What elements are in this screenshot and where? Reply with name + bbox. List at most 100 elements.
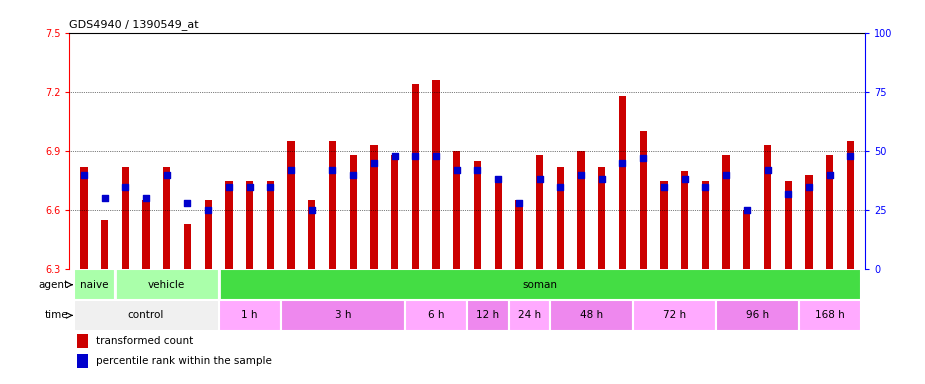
Text: transformed count: transformed count [95,336,193,346]
Bar [391,155,399,270]
Bar [246,180,253,270]
Point [201,207,216,213]
Bar [681,171,688,270]
Text: 1 h: 1 h [241,310,258,320]
Bar [467,300,509,331]
Bar [405,300,467,331]
Point [117,184,132,190]
Text: 6 h: 6 h [427,310,444,320]
Text: 168 h: 168 h [815,310,845,320]
Bar [515,200,523,270]
Text: percentile rank within the sample: percentile rank within the sample [95,356,272,366]
Text: naive: naive [80,280,108,290]
Point [595,176,610,182]
Bar [743,210,750,270]
Point [574,172,588,178]
Point [739,207,754,213]
Bar [764,145,771,270]
Text: 48 h: 48 h [580,310,603,320]
Point [532,176,547,182]
Text: 3 h: 3 h [335,310,352,320]
Bar [660,180,668,270]
Bar [122,167,129,270]
Bar [226,180,232,270]
Point [139,195,154,202]
Bar [495,180,502,270]
Bar [806,175,812,270]
Point [719,172,734,178]
Bar [619,96,626,270]
Point [180,200,195,206]
Bar [73,270,115,300]
Bar [78,354,89,368]
Text: soman: soman [522,280,557,290]
Point [615,160,630,166]
Text: 96 h: 96 h [746,310,769,320]
Bar [412,84,419,270]
Bar [598,167,605,270]
Point [408,153,423,159]
Point [781,190,796,197]
Bar [639,131,647,270]
Bar [702,180,709,270]
Point [159,172,174,178]
Text: GDS4940 / 1390549_at: GDS4940 / 1390549_at [69,19,199,30]
Text: agent: agent [38,280,68,290]
Bar [509,300,550,331]
Point [388,153,402,159]
Point [491,176,506,182]
Bar [204,200,212,270]
Bar [453,151,461,270]
Point [263,184,278,190]
Bar [536,155,543,270]
Point [450,167,464,173]
Point [635,155,650,161]
Bar [218,300,280,331]
Bar [370,145,377,270]
Point [843,153,857,159]
Point [97,195,112,202]
Bar [350,155,357,270]
Bar [308,200,315,270]
Bar [432,80,439,270]
Point [822,172,837,178]
Point [760,167,775,173]
Bar [474,161,481,270]
Bar [78,334,89,348]
Bar [716,300,798,331]
Point [428,153,443,159]
Bar [266,180,274,270]
Bar [115,270,218,300]
Point [346,172,361,178]
Text: time: time [44,310,68,320]
Bar [184,224,191,270]
Point [221,184,236,190]
Point [366,160,381,166]
Text: 24 h: 24 h [518,310,541,320]
Point [77,172,92,178]
Bar [73,300,218,331]
Bar [577,151,585,270]
Bar [784,180,792,270]
Bar [80,167,88,270]
Text: 72 h: 72 h [662,310,685,320]
Bar [633,300,716,331]
Bar [218,270,861,300]
Point [242,184,257,190]
Point [553,184,568,190]
Bar [798,300,861,331]
Bar [280,300,405,331]
Bar [288,141,295,270]
Point [677,176,692,182]
Bar [722,155,730,270]
Bar [329,141,336,270]
Point [657,184,672,190]
Point [284,167,299,173]
Point [802,184,817,190]
Point [325,167,339,173]
Bar [557,167,564,270]
Bar [550,300,633,331]
Bar [163,167,170,270]
Point [512,200,526,206]
Point [698,184,713,190]
